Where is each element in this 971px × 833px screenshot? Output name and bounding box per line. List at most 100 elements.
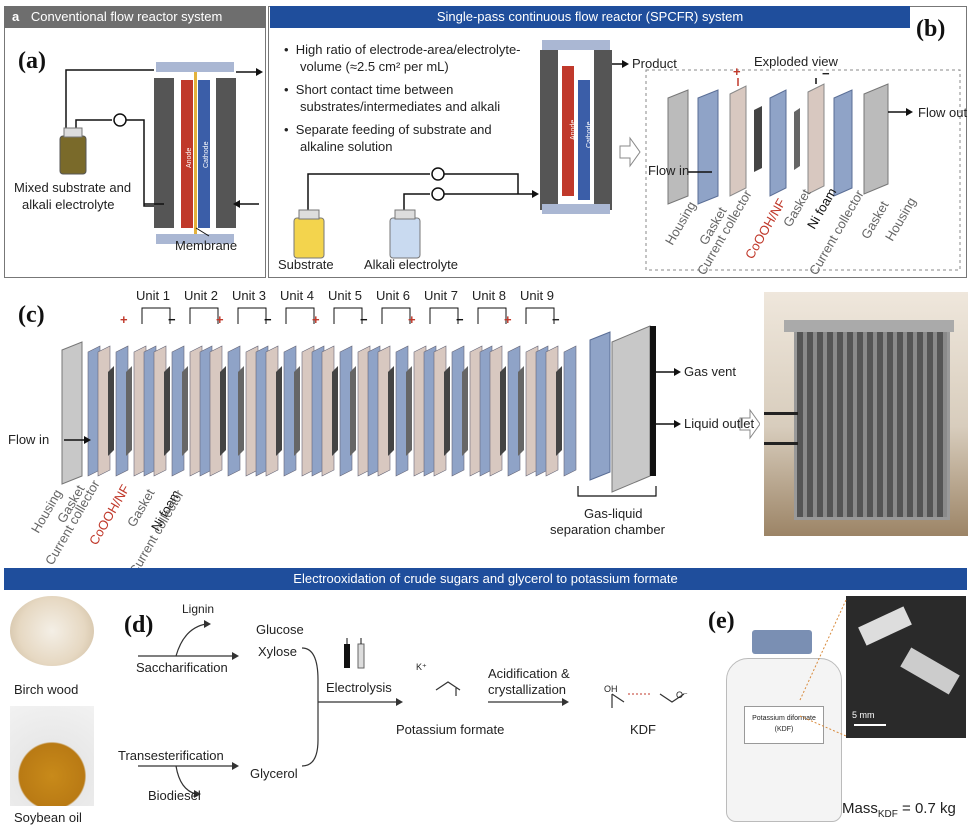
plus-sign: + <box>120 312 128 327</box>
unit-bracket <box>189 307 219 324</box>
stack-plate <box>433 345 447 477</box>
bottle-label-2: (KDF) <box>774 726 794 733</box>
reactor-housing-left <box>540 50 558 210</box>
soybean-image <box>10 706 94 806</box>
stack-plate <box>518 366 524 456</box>
plus-sign: + <box>504 312 512 327</box>
substrate-bottle <box>293 217 325 259</box>
substrate-to-reactor <box>444 173 519 194</box>
arrowhead <box>396 698 403 706</box>
chamber-housing <box>611 325 651 493</box>
panel-a-schematic <box>59 62 263 244</box>
arrowhead <box>674 420 681 428</box>
collector-plate <box>729 85 747 197</box>
stack-photo <box>764 292 968 536</box>
mixed-label-1: Mixed substrate and <box>14 180 132 195</box>
minus-sign: − <box>552 312 560 327</box>
unit-bracket <box>285 307 315 324</box>
zoom-lines <box>799 599 847 737</box>
stack-plate <box>556 366 562 456</box>
panel-d-label: (d) <box>124 612 154 638</box>
stack-plate <box>406 366 412 456</box>
unit-label: Unit 9 <box>520 288 554 303</box>
unit-label: Unit 6 <box>376 288 410 303</box>
bottom-cap <box>542 204 610 214</box>
kdf-structure <box>611 693 685 708</box>
bullet-3a: Separate feeding of substrate and <box>295 122 492 137</box>
acid-label-1: Acidification & <box>488 666 570 681</box>
stack-plate <box>339 345 353 477</box>
anode-label-b: Anode <box>570 119 577 140</box>
plus-label-b: + <box>733 64 741 79</box>
stack-plate <box>265 345 279 477</box>
bottle-label-box: Potassium diformate (KDF) <box>744 706 824 744</box>
sem-crystal <box>900 647 960 695</box>
plus-sign: + <box>216 312 224 327</box>
lignin-branch <box>175 623 207 657</box>
cooh-plate <box>754 106 762 172</box>
oh-label: OH <box>604 684 618 694</box>
membrane-label: Membrane <box>175 238 238 253</box>
reactor-housing-right <box>216 78 236 228</box>
bullet-1b: volume (≈2.5 cm² per mL) <box>300 59 449 74</box>
anode-plate <box>181 80 193 228</box>
panel-a-label: (a) <box>18 48 46 74</box>
bullet-3b: alkaline solution <box>300 139 393 154</box>
arrowhead <box>194 790 201 798</box>
hollow-arrow <box>619 136 641 168</box>
gasket-plate <box>769 89 787 197</box>
plate-stack <box>61 341 577 485</box>
unit-label: Unit 8 <box>472 288 506 303</box>
stack-plate <box>153 345 167 477</box>
collector-plate <box>807 83 825 195</box>
sem-crystal <box>858 606 912 646</box>
reactor-housing-right <box>594 50 612 210</box>
stack-plate <box>97 345 111 477</box>
glycerol-label: Glycerol <box>250 766 298 781</box>
stack-plate <box>350 366 356 456</box>
arrowhead <box>562 698 569 706</box>
unit-bracket <box>237 307 267 324</box>
exploded-frame <box>645 69 961 271</box>
stack-plate <box>462 366 468 456</box>
unit-brackets <box>141 307 555 324</box>
merge-brace <box>301 647 400 767</box>
bullet-2a: Short contact time between <box>295 82 454 97</box>
bullet-2: • Short contact time between <box>284 82 454 97</box>
stack-plate <box>276 366 282 456</box>
liquid-outlet-label: Liquid outlet <box>684 416 755 431</box>
stack-plate <box>545 345 559 477</box>
gasket-plate <box>697 89 719 205</box>
housing-plate <box>61 341 83 485</box>
pump-icon <box>431 187 445 201</box>
bullet-1: • High ratio of electrode-area/electroly… <box>284 42 521 57</box>
reactor-housing-left <box>154 78 174 228</box>
chamber-bracket <box>577 486 657 497</box>
unit-label: Unit 3 <box>232 288 266 303</box>
zoom-line <box>799 599 847 701</box>
cathode-plate <box>578 80 590 200</box>
pump-icon <box>113 113 127 127</box>
stack-plate <box>238 366 244 456</box>
zoom-line <box>799 715 847 737</box>
unit-label: Unit 1 <box>136 288 170 303</box>
minus-sign: − <box>264 312 272 327</box>
bullet-3: • Separate feeding of substrate and <box>284 122 492 137</box>
xylose-label: Xylose <box>258 644 298 659</box>
photo-tube <box>764 412 798 415</box>
product-label: Product <box>632 56 677 71</box>
unit-bracket <box>333 307 363 324</box>
panel-a-header: a Conventional flow reactor system <box>4 6 266 28</box>
housing-plate <box>667 89 689 205</box>
unit-label: Unit 2 <box>184 288 218 303</box>
arrowhead <box>256 68 263 76</box>
photo-tube-2 <box>764 442 798 445</box>
chamber-edge <box>650 326 656 476</box>
substrate-label: Substrate <box>278 257 334 272</box>
birch-wood-image <box>10 596 94 666</box>
arrowhead <box>532 190 539 198</box>
stack-plate <box>388 366 394 456</box>
panel-d-header: Electrooxidation of crude sugars and gly… <box>4 568 967 590</box>
lignin-label: Lignin <box>182 602 215 616</box>
photo-top-plate <box>784 320 954 332</box>
